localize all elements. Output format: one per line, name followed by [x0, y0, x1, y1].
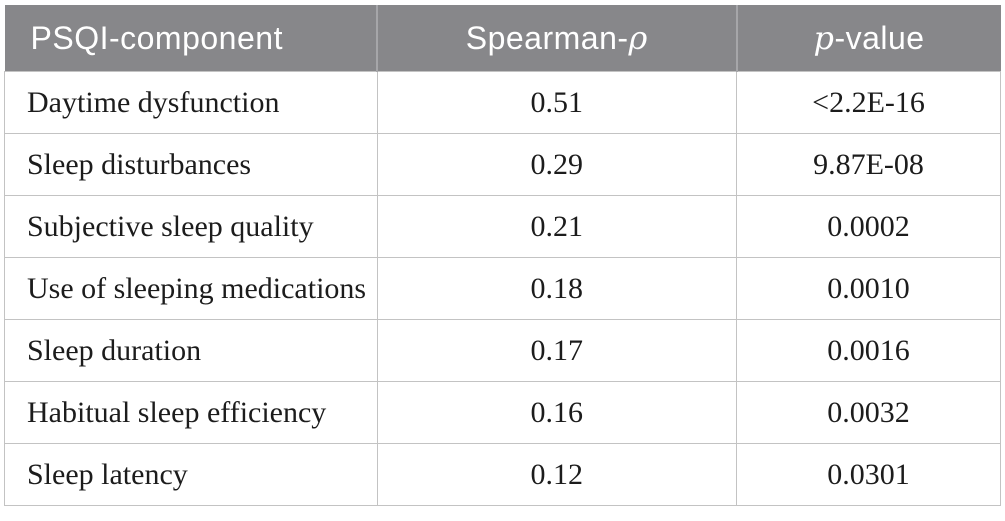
table-row: Subjective sleep quality 0.21 0.0002	[4, 195, 1001, 258]
component-cell: Sleep disturbances	[4, 133, 378, 196]
rho-cell: 0.17	[376, 319, 738, 382]
component-cell: Sleep duration	[4, 319, 378, 382]
table-row: Habitual sleep efficiency 0.16 0.0032	[4, 381, 1001, 444]
p-value-cell: 0.0301	[736, 443, 1001, 506]
table-row: Daytime dysfunction 0.51 <2.2E-16	[4, 71, 1001, 134]
table-row: Sleep latency 0.12 0.0301	[4, 443, 1001, 506]
p-symbol: p	[813, 19, 835, 57]
rho-cell: 0.12	[376, 443, 738, 506]
table-row: Use of sleeping medications 0.18 0.0010	[4, 257, 1001, 320]
rho-cell: 0.51	[376, 71, 738, 134]
p-value-cell: 0.0032	[736, 381, 1001, 444]
component-cell: Subjective sleep quality	[4, 195, 378, 258]
rho-symbol: ρ	[628, 19, 648, 57]
column-header-label: PSQI-component	[30, 19, 283, 56]
component-cell: Daytime dysfunction	[4, 71, 378, 134]
p-value-cell: 0.0010	[736, 257, 1001, 320]
p-value-cell: 9.87E-08	[736, 133, 1001, 196]
component-cell: Use of sleeping medications	[4, 257, 378, 320]
psqi-correlation-table: PSQI-component Spearman-ρ p-value Daytim…	[4, 5, 1001, 506]
column-header-label: -value	[834, 20, 925, 56]
rho-cell: 0.18	[376, 257, 738, 320]
p-value-cell: 0.0002	[736, 195, 1001, 258]
table-row: Sleep disturbances 0.29 9.87E-08	[4, 133, 1001, 196]
rho-cell: 0.16	[376, 381, 738, 444]
column-header-psqi-component: PSQI-component	[4, 5, 377, 72]
table-header-row: PSQI-component Spearman-ρ p-value	[4, 5, 1001, 72]
rho-cell: 0.29	[376, 133, 738, 196]
component-cell: Habitual sleep efficiency	[4, 381, 378, 444]
column-header-spearman-rho: Spearman-ρ	[376, 5, 737, 72]
column-header-p-value: p-value	[735, 5, 1001, 72]
rho-cell: 0.21	[376, 195, 738, 258]
column-header-label: Spearman-	[465, 20, 629, 56]
p-value-cell: 0.0016	[736, 319, 1001, 382]
p-value-cell: <2.2E-16	[736, 71, 1001, 134]
component-cell: Sleep latency	[4, 443, 378, 506]
table-row: Sleep duration 0.17 0.0016	[4, 319, 1001, 382]
